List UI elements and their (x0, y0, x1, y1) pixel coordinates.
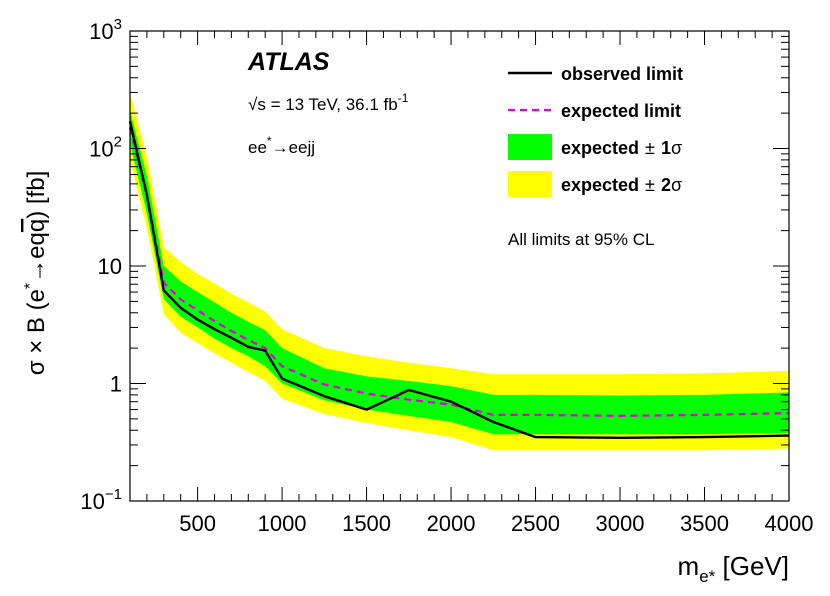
x-tick-label: 1500 (342, 511, 391, 536)
y-tick-label: 103 (89, 16, 122, 44)
energy-label: √s = 13 TeV, 36.1 fb-1 (248, 91, 409, 114)
x-tick-label: 4000 (765, 511, 814, 536)
y-tick-label: 102 (89, 134, 122, 162)
band1-fill (130, 110, 789, 435)
observed-limit-line (128, 121, 790, 439)
x-tick-label: 3000 (596, 511, 645, 536)
x-tick-label: 3500 (680, 511, 729, 536)
y-axis-label: σ × B (e*→eqq) [fb] (22, 171, 50, 376)
x-tick-label: 1000 (258, 511, 307, 536)
x-tick-label: 2500 (511, 511, 560, 536)
cl-note: All limits at 95% CL (508, 230, 654, 249)
channel-label: ee*→eejj (248, 134, 315, 157)
y-tick-label: 10−1 (80, 486, 122, 514)
x-axis-label: me* [GeV] (678, 551, 789, 586)
legend-band2-label: expected ±2σ (561, 175, 682, 195)
legend-band1-swatch (508, 134, 552, 160)
atlas-label: ATLAS (247, 48, 330, 76)
legend-band2-swatch (508, 171, 552, 197)
expected-limit-line (128, 127, 790, 418)
x-tick-label: 2000 (427, 511, 476, 536)
legend-expected-label: expected limit (561, 101, 681, 121)
legend-observed-label: observed limit (561, 64, 683, 84)
uncertainty-bands (130, 92, 789, 451)
legend-band1-label: expected ±1σ (561, 138, 682, 158)
limit-lines (128, 121, 790, 439)
legend: observed limit expected limit expected ±1… (508, 64, 683, 197)
x-tick-label: 500 (179, 511, 216, 536)
y-tick-label: 10 (98, 254, 122, 279)
plot-frame (129, 30, 790, 502)
y-tick-label: 1 (110, 372, 122, 397)
tick-labels: 500 1000 1500 2000 2500 3000 3500 4000 10−1 1 10 10… (80, 16, 813, 536)
